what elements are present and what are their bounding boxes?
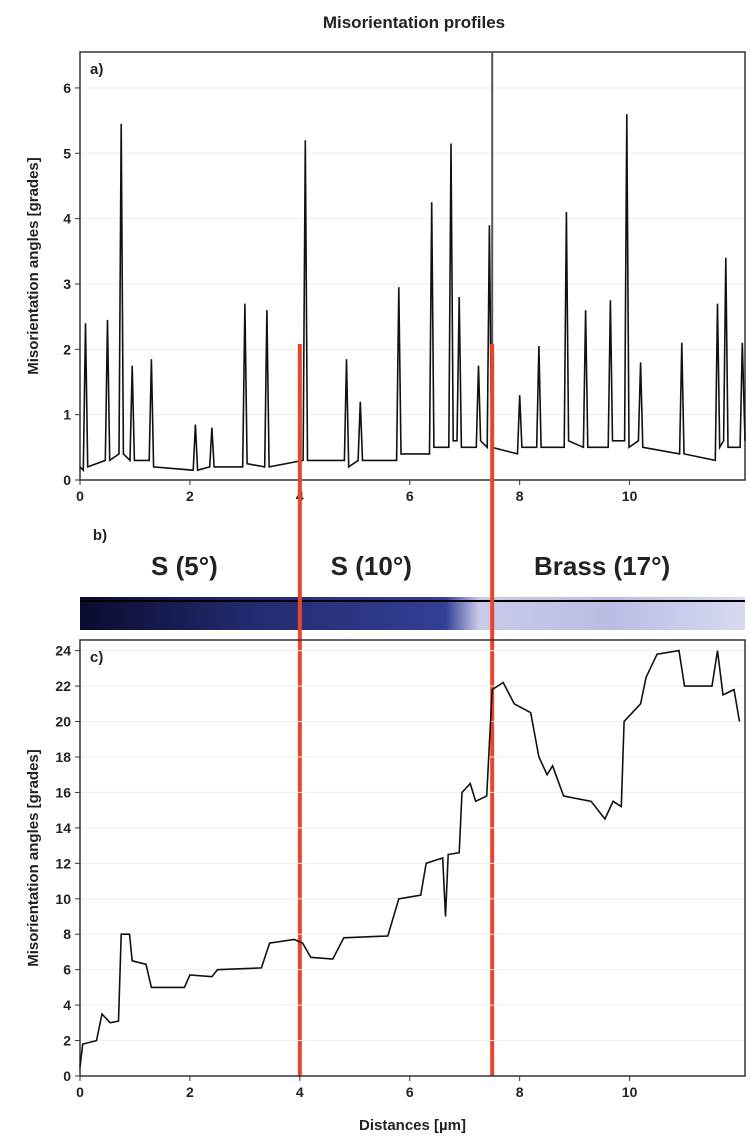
y-tick-label: 16 [55, 784, 71, 800]
y-tick-label: 8 [63, 926, 71, 942]
y-tick-label: 3 [63, 276, 71, 292]
figure: Misorientation profiles 01234560246810a)… [0, 0, 749, 1138]
y-tick-label: 4 [63, 997, 71, 1013]
x-tick-label: 10 [622, 1084, 638, 1100]
plot-frame [80, 52, 745, 480]
y-tick-label: 18 [55, 749, 71, 765]
data-line [80, 114, 745, 470]
x-tick-label: 0 [76, 488, 84, 504]
y-tick-label: 1 [63, 407, 71, 423]
y-tick-label: 24 [55, 643, 71, 659]
x-axis-label: Distances [µm] [359, 1117, 466, 1134]
grain-label: Brass (17°) [534, 551, 670, 581]
y-tick-label: 4 [63, 211, 71, 227]
x-tick-label: 6 [406, 488, 414, 504]
y-tick-label: 12 [55, 855, 71, 871]
y-tick-label: 5 [63, 145, 71, 161]
y-tick-label: 0 [63, 472, 71, 488]
y-tick-label: 10 [55, 891, 71, 907]
x-tick-label: 4 [296, 1084, 304, 1100]
x-tick-label: 2 [186, 1084, 194, 1100]
grain-label: S (5°) [151, 551, 218, 581]
chart-title: Misorientation profiles [323, 13, 505, 32]
x-tick-label: 6 [406, 1084, 414, 1100]
x-tick-label: 10 [622, 488, 638, 504]
grain-label: S (10°) [331, 551, 412, 581]
y-axis-label: Misorientation angles [grades] [25, 749, 42, 967]
y-tick-label: 2 [63, 341, 71, 357]
y-tick-label: 20 [55, 714, 71, 730]
x-tick-label: 0 [76, 1084, 84, 1100]
plot-frame [80, 640, 745, 1076]
y-tick-label: 22 [55, 678, 71, 694]
y-tick-label: 14 [55, 820, 71, 836]
y-tick-label: 0 [63, 1068, 71, 1084]
page: {"chart_data":[ {"type":"line","title":"… [0, 0, 749, 1143]
x-tick-label: 8 [516, 1084, 524, 1100]
y-tick-label: 6 [63, 80, 71, 96]
panel-label: a) [90, 61, 103, 78]
y-tick-label: 2 [63, 1033, 71, 1049]
y-tick-label: 6 [63, 962, 71, 978]
panel-label: c) [90, 649, 103, 666]
panel-label: b) [93, 527, 107, 544]
x-tick-label: 8 [516, 488, 524, 504]
y-axis-label: Misorientation angles [grades] [25, 157, 42, 375]
x-tick-label: 2 [186, 488, 194, 504]
